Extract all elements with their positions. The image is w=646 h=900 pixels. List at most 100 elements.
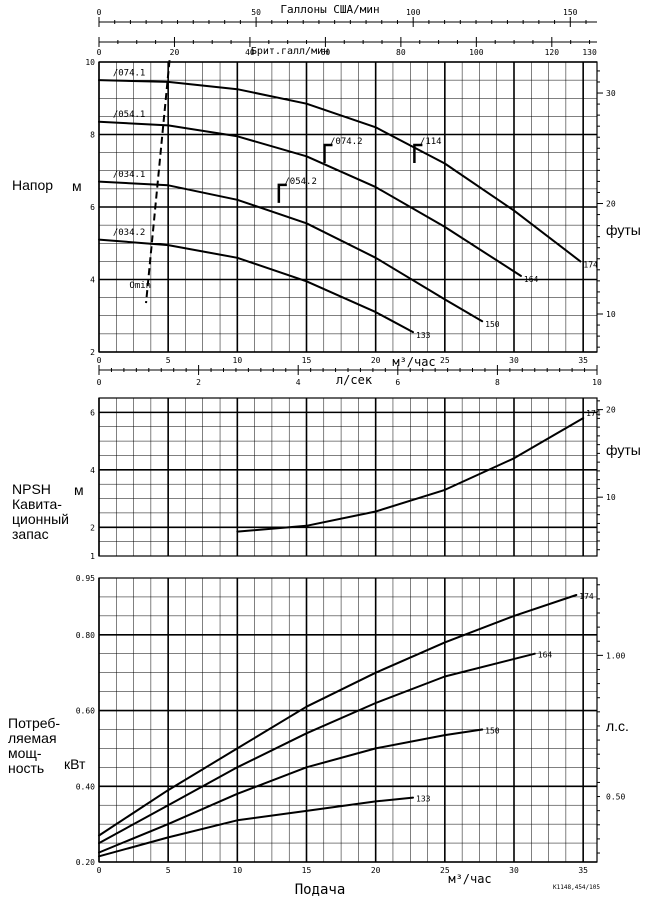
power-y-tick-label: 0.95	[76, 574, 95, 583]
npsh-y-tick-label: 2	[90, 523, 95, 532]
reduced-impeller-marker	[323, 143, 333, 163]
power-hp-tick-label: 0.50	[606, 793, 625, 802]
plot-frame	[98, 577, 598, 863]
imp-gallon-tick-label: 60	[321, 48, 331, 57]
npsh-unit: м	[74, 482, 84, 498]
head-curve	[98, 120, 522, 277]
power-curve	[98, 796, 414, 858]
power-curve	[98, 728, 484, 854]
head-curve-label: 174	[583, 260, 598, 269]
impeller-code-label: /054.2	[284, 177, 317, 187]
npsh-curve	[236, 417, 585, 533]
npsh-curve-label: 174	[586, 409, 601, 418]
head-y-tick-label: 2	[90, 348, 95, 357]
qmin-line	[145, 60, 171, 304]
head-x-tick-label: 25	[440, 356, 450, 365]
npsh-y-tick-label: 1	[90, 552, 95, 561]
head-y-tick-label: 8	[90, 131, 95, 140]
head-feet-tick-label: 10	[606, 310, 616, 319]
power-x-tick-label: 30	[509, 866, 519, 875]
head-x-tick-label: 0	[97, 356, 102, 365]
npsh-label-line: NPSH	[12, 481, 51, 497]
npsh-label-line: ционный	[12, 511, 69, 527]
power-label: Потреб- ляемая мощ- ность	[8, 716, 60, 776]
power-y-tick-label: 0.60	[76, 707, 95, 716]
qmin-label: Omin	[129, 281, 151, 291]
power-curve-label: 133	[416, 795, 431, 804]
head-x-axis-label: м³/час	[392, 355, 435, 369]
power-label-line: мощ-	[8, 745, 42, 761]
npsh-label-line: запас	[12, 526, 49, 542]
plot-frame	[98, 397, 598, 557]
head-y-tick-label: 4	[90, 276, 95, 285]
head-feet-tick-label: 20	[606, 200, 616, 209]
us-gallon-axis-title: Галлоны США/мин	[280, 3, 379, 16]
us-gallon-tick-label: 50	[251, 8, 261, 17]
power-x-tick-label: 25	[440, 866, 450, 875]
power-y-tick-label: 0.80	[76, 631, 95, 640]
head-x-tick-label: 20	[371, 356, 381, 365]
impeller-code-label: /034.2	[113, 228, 146, 238]
head-y-tick-label: 6	[90, 203, 95, 212]
power-y-tick-label: 0.20	[76, 858, 95, 867]
impeller-code-label: /074.2	[330, 137, 363, 147]
lsec-tick-label: 8	[495, 378, 500, 387]
head-curve	[98, 180, 484, 323]
head-curve	[98, 79, 582, 263]
head-x-tick-label: 5	[166, 356, 171, 365]
power-curve-label: 150	[485, 726, 500, 735]
us-gallon-tick-label: 100	[406, 8, 421, 17]
head-label: Напор	[12, 177, 54, 193]
impeller-code-label: /034.1	[113, 170, 146, 180]
lsec-tick-label: 0	[97, 378, 102, 387]
lsec-axis-label: л/сек	[336, 373, 373, 387]
head-curve	[98, 238, 414, 334]
lsec-tick-label: 10	[592, 378, 602, 387]
head-curve-label: 150	[485, 320, 500, 329]
power-label-line: Потреб-	[8, 715, 61, 731]
power-curve	[98, 652, 536, 845]
power-curve-label: 174	[579, 592, 594, 601]
plot-frame	[98, 61, 598, 353]
power-x-tick-label: 35	[578, 866, 588, 875]
power-label-line: ляемая	[8, 730, 57, 746]
imp-gallon-tick-label: 120	[545, 48, 560, 57]
power-x-tick-label: 15	[302, 866, 312, 875]
npsh-unit-right: футы	[606, 442, 641, 458]
power-x-tick-label: 5	[166, 866, 171, 875]
power-x-tick-label: 10	[233, 866, 243, 875]
power-unit-right: л.с.	[606, 718, 629, 734]
lsec-tick-label: 6	[395, 378, 400, 387]
imp-gallon-tick-label: 80	[396, 48, 406, 57]
power-label-line: ность	[8, 760, 45, 776]
head-x-tick-label: 10	[233, 356, 243, 365]
impeller-code-label: /114	[420, 137, 442, 147]
power-hp-tick-label: 1.00	[606, 651, 625, 660]
head-x-tick-label: 35	[578, 356, 588, 365]
head-x-tick-label: 30	[509, 356, 519, 365]
head-x-tick-label: 15	[302, 356, 312, 365]
npsh-label: NPSH Кавита- ционный запас	[12, 482, 69, 542]
power-x-axis-label: м³/час	[448, 872, 491, 886]
imp-gallon-axis-title: Брит.галл/мин	[251, 46, 329, 57]
impeller-code-label: /054.1	[113, 110, 146, 120]
us-gallon-tick-label: 150	[563, 8, 578, 17]
imp-gallon-tick-label: 0	[97, 48, 102, 57]
impeller-code-label: /074.1	[113, 68, 146, 78]
drawing-code: K1148,454/105	[553, 884, 600, 891]
npsh-y-tick-label: 4	[90, 466, 95, 475]
imp-gallon-tick-label: 100	[469, 48, 484, 57]
head-curve-label: 164	[524, 275, 539, 284]
imp-gallon-tick-label: 130	[582, 48, 597, 57]
imp-gallon-tick-label: 20	[170, 48, 180, 57]
head-curve-label: 133	[416, 331, 431, 340]
imp-gallon-tick-label: 40	[245, 48, 255, 57]
us-gallon-tick-label: 0	[97, 8, 102, 17]
head-feet-tick-label: 30	[606, 89, 616, 98]
lsec-tick-label: 2	[196, 378, 201, 387]
power-curve	[98, 594, 578, 837]
power-curve-label: 164	[538, 651, 553, 660]
reduced-impeller-marker	[413, 143, 423, 163]
head-unit-right: футы	[606, 222, 641, 238]
